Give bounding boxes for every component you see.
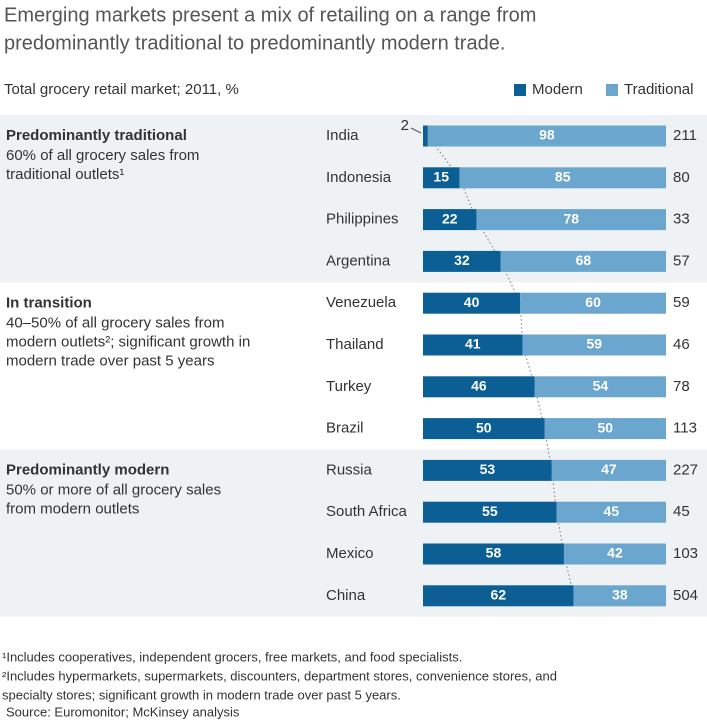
category-label: India	[326, 127, 359, 144]
bar-segment	[520, 292, 666, 314]
value-label: 15	[433, 169, 449, 185]
market-size: 504	[673, 587, 698, 604]
value-label: 22	[442, 210, 458, 226]
category-label: Mexico	[326, 545, 374, 562]
bar-segment	[556, 501, 666, 523]
group-description: 60% of all grocery sales from	[6, 147, 199, 164]
source: Source: Euromonitor; McKinsey analysis	[6, 704, 240, 719]
value-label: 62	[491, 587, 507, 603]
category-label: South Africa	[326, 503, 408, 520]
group-description: 40–50% of all grocery sales from	[6, 314, 224, 331]
value-label: 54	[593, 378, 609, 394]
bar-segment	[522, 334, 666, 356]
value-label: 2	[401, 117, 409, 134]
group-title: Predominantly traditional	[6, 127, 187, 144]
value-label: 78	[563, 210, 579, 226]
value-leader	[410, 127, 422, 134]
category-label: Indonesia	[326, 169, 392, 186]
subtitle: Total grocery retail market; 2011, %	[4, 81, 239, 98]
category-label: Turkey	[326, 378, 372, 395]
market-size: 80	[673, 169, 690, 186]
bar-segment	[544, 418, 666, 440]
bar-segment	[423, 376, 535, 398]
market-size: 113	[673, 420, 697, 437]
market-size: 33	[673, 211, 690, 228]
legend-label: Traditional	[624, 81, 693, 98]
value-label: 98	[539, 127, 555, 143]
legend-swatch	[514, 84, 526, 96]
category-label: Thailand	[326, 336, 384, 353]
bar-segment	[423, 585, 574, 607]
market-size: 45	[673, 503, 690, 520]
value-label: 58	[486, 545, 502, 561]
legend-label: Modern	[532, 81, 583, 98]
bar-segment	[423, 125, 428, 147]
category-label: China	[326, 587, 366, 604]
chart-title: predominantly traditional to predominant…	[4, 32, 505, 54]
group-description: from modern outlets	[6, 500, 139, 517]
bar-segment	[573, 585, 666, 607]
value-label: 85	[555, 169, 571, 185]
bar-segment	[459, 167, 666, 189]
bar-segment	[423, 501, 557, 523]
value-label: 55	[482, 503, 498, 519]
value-label: 42	[607, 545, 623, 561]
value-label: 60	[585, 294, 601, 310]
category-label: Philippines	[326, 211, 399, 228]
footnote: ²Includes hypermarkets, supermarkets, di…	[2, 668, 557, 683]
bar-segment	[500, 250, 666, 272]
market-size: 57	[673, 252, 690, 269]
market-size: 59	[673, 294, 690, 311]
bar-segment	[534, 376, 666, 398]
group-description: modern trade over past 5 years	[6, 352, 214, 369]
bar-segment	[423, 167, 460, 189]
value-label: 41	[465, 336, 481, 352]
footnote: ¹Includes cooperatives, independent groc…	[2, 649, 462, 664]
value-label: 50	[476, 419, 492, 435]
market-size: 103	[673, 545, 698, 562]
value-label: 53	[480, 461, 496, 477]
chart-title: Emerging markets present a mix of retail…	[4, 4, 536, 26]
bar-segment	[423, 209, 477, 231]
value-label: 46	[471, 378, 487, 394]
bar-segment	[476, 209, 666, 231]
bar-segment	[423, 250, 501, 272]
value-label: 40	[464, 294, 480, 310]
bar-segment	[563, 543, 666, 565]
bar-segment	[551, 459, 666, 481]
value-label: 32	[454, 252, 470, 268]
bar-segment	[423, 543, 564, 565]
category-label: Venezuela	[326, 294, 397, 311]
market-size: 227	[673, 461, 698, 478]
group-description: traditional outlets¹	[6, 166, 124, 183]
value-label: 59	[587, 336, 603, 352]
bar-segment	[427, 125, 666, 147]
category-label: Argentina	[326, 252, 391, 269]
value-label: 68	[576, 252, 592, 268]
value-label: 50	[597, 419, 613, 435]
bar-segment	[423, 334, 523, 356]
category-label: Russia	[326, 461, 373, 478]
bar-segment	[423, 418, 545, 440]
value-label: 38	[612, 587, 628, 603]
value-label: 45	[604, 503, 620, 519]
footnote: specialty stores; significant growth in …	[2, 687, 401, 702]
bar-segment	[423, 459, 552, 481]
market-size: 78	[673, 378, 690, 395]
group-description: modern outlets²; significant growth in	[6, 333, 250, 350]
legend-swatch	[606, 84, 618, 96]
value-label: 47	[601, 461, 617, 477]
category-label: Brazil	[326, 420, 364, 437]
market-size: 46	[673, 336, 690, 353]
bar-segment	[423, 292, 521, 314]
group-title: Predominantly modern	[6, 461, 169, 478]
market-size: 211	[673, 127, 697, 144]
group-title: In transition	[6, 294, 92, 311]
group-description: 50% or more of all grocery sales	[6, 481, 221, 498]
